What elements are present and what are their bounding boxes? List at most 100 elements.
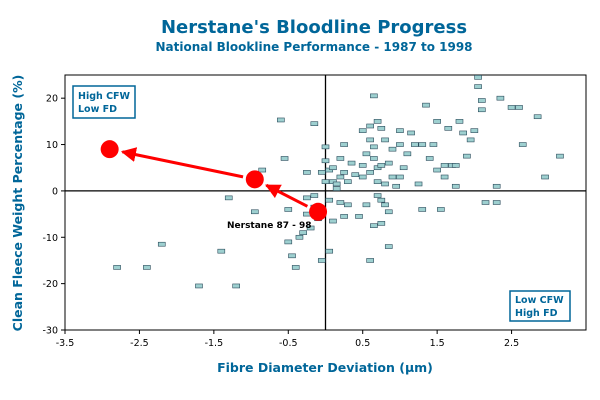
data-point xyxy=(347,160,356,166)
data-point xyxy=(384,244,393,249)
data-point xyxy=(329,218,337,224)
data-point xyxy=(344,179,352,184)
x-tick-label: -0.5 xyxy=(279,338,298,349)
data-point xyxy=(384,209,393,215)
data-point xyxy=(355,214,363,219)
data-point xyxy=(288,253,296,259)
data-point xyxy=(455,119,464,124)
quadrant-label-bottom-right: Low CFW High FD xyxy=(509,290,571,322)
data-point xyxy=(440,174,449,180)
data-point xyxy=(280,156,289,161)
data-point xyxy=(411,142,419,147)
data-point xyxy=(377,197,386,203)
data-point xyxy=(366,123,374,129)
data-point xyxy=(377,221,386,226)
data-point xyxy=(556,153,564,159)
data-point xyxy=(477,98,486,103)
highlight-point xyxy=(100,140,119,159)
data-point xyxy=(340,170,348,175)
data-point xyxy=(325,248,334,254)
data-point xyxy=(477,107,486,113)
quadrant-label-br-line2: High FD xyxy=(515,308,558,319)
progress-arrow xyxy=(265,183,309,208)
data-point xyxy=(295,234,304,240)
data-point xyxy=(381,137,389,143)
data-point xyxy=(466,137,475,143)
data-point xyxy=(344,202,352,208)
data-point xyxy=(250,209,259,215)
data-point xyxy=(396,142,404,147)
data-point xyxy=(444,126,453,131)
data-point xyxy=(321,179,330,184)
data-point xyxy=(317,258,326,263)
data-point xyxy=(463,153,471,159)
x-tick-label: 1.5 xyxy=(430,338,445,349)
data-point xyxy=(277,117,285,123)
data-point xyxy=(321,158,330,164)
data-point xyxy=(366,258,374,263)
data-point xyxy=(336,174,345,180)
data-point xyxy=(358,163,367,168)
data-point xyxy=(340,214,348,219)
data-point xyxy=(533,114,542,120)
data-point xyxy=(396,174,404,180)
data-point xyxy=(373,193,382,198)
data-point xyxy=(358,128,367,133)
y-tick-label: -30 xyxy=(42,326,58,337)
data-point xyxy=(157,241,166,247)
data-point xyxy=(291,265,300,270)
quadrant-label-tl-line1: High CFW xyxy=(78,91,131,102)
data-point xyxy=(492,183,501,189)
data-point xyxy=(232,283,240,289)
data-points xyxy=(113,75,564,289)
data-point xyxy=(515,105,523,110)
data-point xyxy=(362,151,371,157)
data-point xyxy=(541,174,549,180)
data-point xyxy=(451,163,460,168)
data-point xyxy=(195,283,203,289)
data-point xyxy=(451,183,460,189)
progress-arrows xyxy=(120,147,309,208)
data-point xyxy=(224,195,233,201)
data-point xyxy=(459,130,467,136)
data-point xyxy=(325,197,334,203)
data-point xyxy=(336,200,345,205)
data-point xyxy=(481,200,490,205)
data-point xyxy=(329,165,337,171)
data-point xyxy=(340,142,348,147)
data-point xyxy=(384,160,393,166)
data-point xyxy=(370,156,378,161)
data-point xyxy=(492,200,501,205)
data-point xyxy=(373,119,382,124)
data-point xyxy=(507,105,516,110)
data-point xyxy=(358,174,367,180)
data-point xyxy=(399,165,408,171)
data-point xyxy=(377,126,386,131)
x-tick-label: -2.5 xyxy=(130,338,149,349)
data-point xyxy=(418,142,427,147)
data-point xyxy=(366,170,374,175)
y-tick-label: -10 xyxy=(42,233,58,244)
x-tick-label: 0.5 xyxy=(355,338,370,349)
data-point xyxy=(143,265,151,270)
data-point xyxy=(403,151,412,157)
data-point xyxy=(332,181,341,187)
data-point xyxy=(370,93,378,99)
x-tick-label: -3.5 xyxy=(56,338,75,349)
data-point xyxy=(351,172,360,177)
data-point xyxy=(284,239,293,245)
quadrant-label-tl-line2: Low FD xyxy=(78,104,117,115)
y-tick-label: 0 xyxy=(52,186,58,197)
data-point xyxy=(370,144,378,150)
highlight-point xyxy=(309,202,328,221)
highlight-point xyxy=(245,170,264,189)
data-point xyxy=(381,181,389,187)
y-tick-label: 10 xyxy=(46,140,58,151)
data-point xyxy=(303,170,311,175)
quadrant-label-top-left: High CFW Low FD xyxy=(72,85,136,119)
zero-axis-lines xyxy=(65,75,586,330)
chart-title: Nerstane's Bloodline Progress xyxy=(161,17,467,38)
data-point xyxy=(388,146,397,152)
data-point xyxy=(336,156,345,161)
